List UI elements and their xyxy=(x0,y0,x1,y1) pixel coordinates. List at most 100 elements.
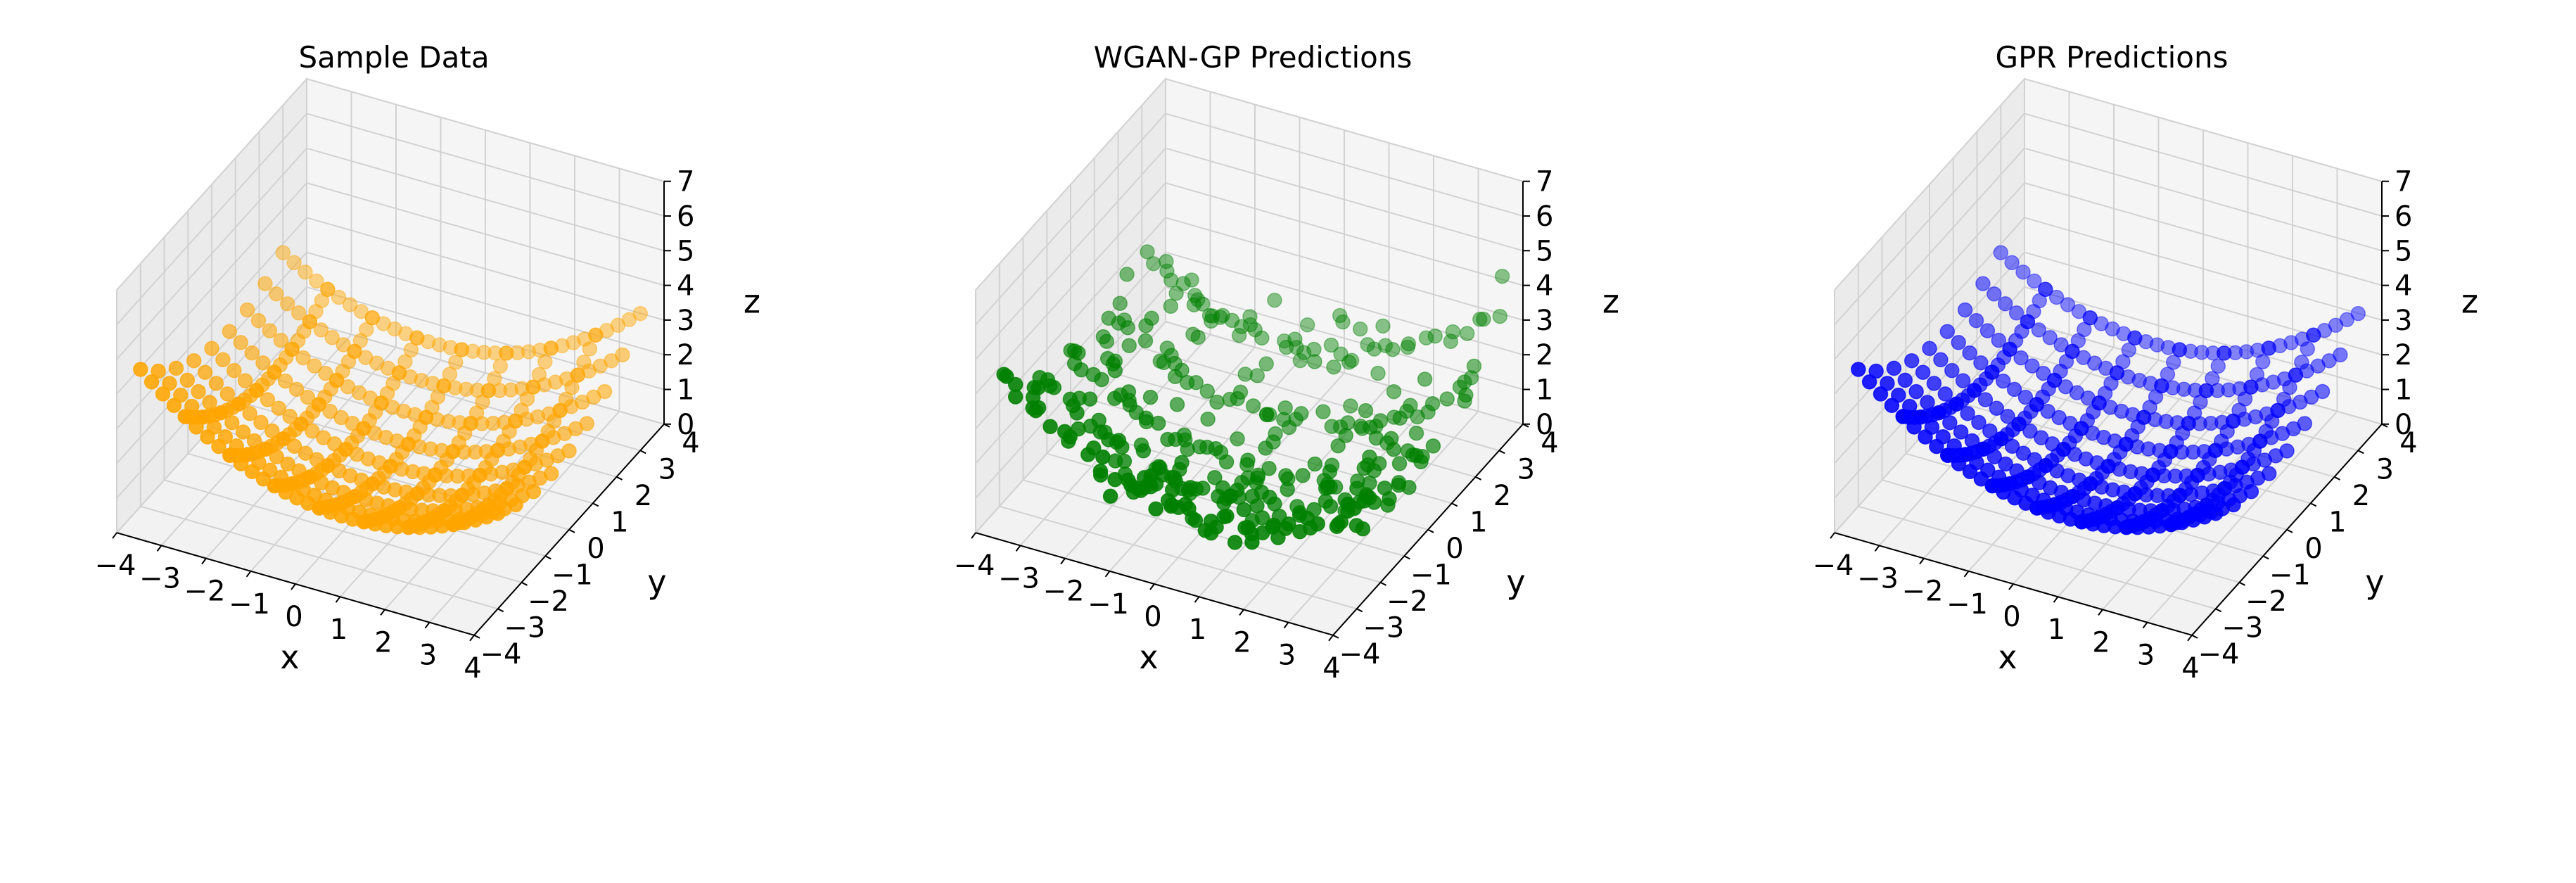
y-tick-label: 0 xyxy=(2304,533,2322,565)
data-point xyxy=(1968,312,1984,329)
data-point xyxy=(255,471,272,487)
y-tick xyxy=(2310,502,2317,507)
grid-line xyxy=(2146,410,2338,623)
data-point xyxy=(1343,398,1358,414)
x-tick-label: 1 xyxy=(330,614,347,646)
data-point xyxy=(1181,501,1197,516)
data-point xyxy=(537,354,553,369)
data-point xyxy=(480,383,497,398)
chart-panel-3: GPR Predictions −4 −3 −2 −1 0 1 2 3 4 −4 −3 −2 −1 0 1 2… xyxy=(1718,0,2576,883)
data-point xyxy=(2105,321,2120,337)
data-point xyxy=(1987,286,2002,302)
data-point xyxy=(1167,369,1183,385)
grid-line xyxy=(306,217,665,321)
data-point xyxy=(1168,286,1184,301)
data-point xyxy=(1358,402,1374,419)
grid-line xyxy=(306,113,665,217)
grid-line xyxy=(1165,78,1524,182)
data-point xyxy=(1338,428,1353,443)
data-point xyxy=(1445,324,1461,340)
grid-line xyxy=(306,251,665,356)
data-point xyxy=(1330,438,1346,454)
data-point xyxy=(554,338,570,354)
y-axis-label: y xyxy=(647,563,666,601)
z-tick-label: 6 xyxy=(1536,201,1553,233)
z-tick-label: 7 xyxy=(677,166,694,198)
y-tick xyxy=(497,608,504,613)
data-point xyxy=(2339,312,2355,328)
data-point xyxy=(1424,395,1441,412)
y-tick-label: 2 xyxy=(2352,480,2370,512)
y-tick-label: −2 xyxy=(528,585,569,618)
data-point xyxy=(2250,343,2266,358)
data-point xyxy=(2198,383,2214,398)
data-point xyxy=(1366,341,1382,357)
data-point xyxy=(1987,449,2003,464)
data-point xyxy=(454,342,470,357)
data-point xyxy=(224,414,240,431)
grid-line xyxy=(306,147,665,252)
chart-panel-2: WGAN-GP Predictions −4 −3 −2 −1 0 1 2 3 4 −4 −3 −2−… xyxy=(859,0,1717,883)
data-point xyxy=(1209,394,1225,410)
data-point xyxy=(487,371,502,386)
z-tick-label: 5 xyxy=(677,235,694,267)
data-point xyxy=(2243,483,2259,500)
data-point xyxy=(577,331,592,347)
data-point xyxy=(1908,383,1924,400)
data-point xyxy=(445,516,461,533)
x-tick-label: 0 xyxy=(285,601,302,633)
grid-line xyxy=(975,113,1166,326)
data-point xyxy=(1201,307,1218,324)
chart-title: GPR Predictions xyxy=(1996,40,2229,75)
data-point xyxy=(1199,383,1216,399)
data-point xyxy=(1278,339,1294,355)
data-point xyxy=(1069,405,1085,421)
data-point xyxy=(1322,498,1339,514)
data-point xyxy=(1007,389,1024,405)
x-tick xyxy=(1830,532,1835,539)
data-point xyxy=(2217,345,2232,361)
data-point xyxy=(1258,440,1273,456)
data-point xyxy=(1120,319,1135,336)
data-point xyxy=(186,352,202,369)
data-point xyxy=(1101,310,1116,326)
data-point xyxy=(1307,354,1322,369)
data-point xyxy=(543,341,559,356)
data-point xyxy=(189,419,204,435)
data-point xyxy=(1169,397,1185,412)
data-point xyxy=(1851,362,1866,377)
x-tick xyxy=(1194,596,1200,603)
x-axis-label: x xyxy=(280,638,299,676)
data-point xyxy=(1190,329,1206,345)
data-point xyxy=(599,322,615,338)
data-point xyxy=(1868,363,1884,379)
data-point xyxy=(1292,352,1308,369)
data-point xyxy=(2071,303,2087,319)
data-point xyxy=(1427,328,1443,344)
data-point xyxy=(2261,341,2277,356)
data-point xyxy=(1340,415,1356,431)
data-point xyxy=(1112,296,1128,311)
scatter-points xyxy=(133,245,649,535)
data-point xyxy=(1204,308,1220,324)
z-tick-label: 7 xyxy=(1536,166,1553,198)
x-tick xyxy=(1874,545,1880,552)
data-point xyxy=(1267,292,1282,308)
data-point xyxy=(1135,443,1152,459)
data-point xyxy=(200,429,215,445)
data-point xyxy=(1997,296,2013,312)
data-point xyxy=(454,342,470,357)
data-point xyxy=(1278,468,1294,483)
data-point xyxy=(208,376,224,391)
y-tick-label: 1 xyxy=(2328,506,2346,538)
data-point xyxy=(1873,386,1889,402)
data-point xyxy=(1329,519,1345,535)
data-point xyxy=(1356,460,1372,476)
grid-line xyxy=(116,182,307,395)
data-point xyxy=(2328,317,2344,333)
data-point xyxy=(253,414,269,431)
grid-line xyxy=(1834,78,2025,291)
y-tick xyxy=(2357,450,2364,455)
scatter-points xyxy=(996,244,1510,550)
